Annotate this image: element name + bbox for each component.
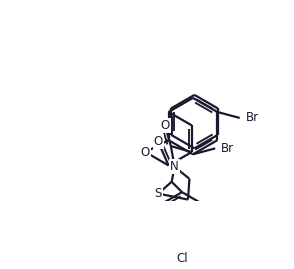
Text: S: S <box>155 187 162 200</box>
Text: N: N <box>170 160 179 174</box>
Text: O: O <box>160 119 170 132</box>
Text: Br: Br <box>245 111 259 125</box>
Text: Br: Br <box>221 142 234 155</box>
Text: Cl: Cl <box>176 252 188 266</box>
Text: O: O <box>153 135 163 148</box>
Text: O: O <box>141 146 150 158</box>
